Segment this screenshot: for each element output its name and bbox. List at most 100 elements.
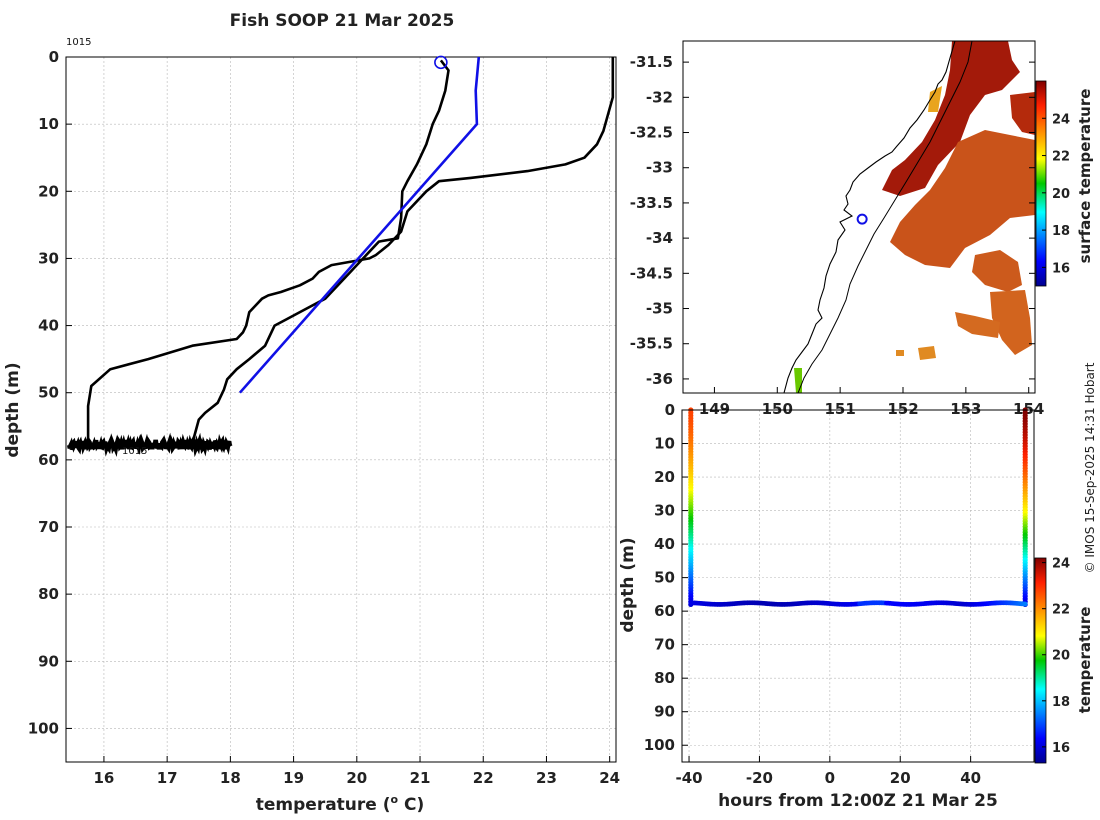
profile-y-tick-label: 10 [38,115,59,133]
section-x-tick-label: 40 [960,769,981,787]
section-colorbar-tick-label: 22 [1052,603,1070,618]
section-y-tick-label: 70 [654,636,675,654]
coastline [783,41,956,393]
fish-depth-trace [66,432,233,458]
profile-y-tick-label: 0 [49,48,59,66]
profile-y-tick-label: 90 [38,652,59,670]
profile-annotation-bottom: 1015 [122,446,147,457]
profile-annotation-top: 1015 [66,37,91,48]
section-colorbar [1034,557,1047,764]
map-colorbar [1035,80,1047,287]
map-colorbar-tick-label: 16 [1052,261,1070,276]
profile-position-marker [434,55,448,70]
map-y-tick-label: -34 [646,229,673,247]
map-panel: -31.5 -32 -32.5 -33 -33.5 -34 -34.5 -35 -35.5 -36… [630,40,1094,418]
map-y-tick-label: -32.5 [630,124,673,142]
map-y-tick-label: -31.5 [630,53,673,71]
profile-panel: Fish SOOP 21 Mar 2025 16 17 18 19 20 21 22 23 24… [3,11,620,815]
profile-y-tick-label: 60 [38,451,59,469]
profile-y-tick-label: 100 [28,719,59,737]
profile-x-tick-label: 17 [157,769,178,787]
map-colorbar-tick-label: 22 [1052,150,1070,165]
sst-warm-east [1010,92,1035,135]
profile-x-label: temperature (o C) [256,793,425,815]
section-y-tick-label: 80 [654,669,675,687]
section-panel: -40 -20 0 20 40 0 10 20 30 40 50 60 70 80 90 100 hours … [618,401,1094,811]
section-x-tick-label: 0 [825,769,835,787]
map-layers [783,41,1035,393]
profile-x-tick-label: 16 [93,769,114,787]
profile-warm-line [86,57,615,444]
shelf-contour [797,41,973,393]
sst-yellow-edge [928,86,942,112]
section-points [688,407,1028,608]
profile-x-tick-label: 19 [283,769,304,787]
section-colorbar-ticks: 16 18 20 22 24 [1042,557,1070,756]
map-colorbar-tick-label: 18 [1052,224,1070,239]
map-y-tick-label: -35 [646,300,673,318]
section-y-tick-label: 100 [644,736,675,754]
profile-x-tick-label: 20 [346,769,367,787]
section-y-tick-label: 50 [654,569,675,587]
profile-x-tick-label: 18 [220,769,241,787]
map-y-tick-label: -33.5 [630,194,673,212]
map-y-tick-label: -33 [646,159,673,177]
section-x-tick-label: 20 [890,769,911,787]
profile-x-tick-label: 22 [473,769,494,787]
map-y-tick-label: -35.5 [630,335,673,353]
sst-orange-patch [990,290,1032,355]
section-y-tick-label: 90 [654,703,675,721]
profile-grid [66,56,616,762]
map-colorbar-tick-label: 24 [1052,112,1070,127]
profile-y-tick-label: 20 [38,182,59,200]
section-colorbar-tick-label: 20 [1052,649,1070,664]
section-ticks: -40 -20 0 20 40 0 10 20 30 40 50 60 70 80 90 100 [644,401,981,787]
credit-text: © IMOS 15-Sep-2025 14:31 Hobart [1083,362,1097,573]
section-y-label: depth (m) [618,537,638,632]
map-x-tick-label: 150 [762,400,793,418]
profile-y-tick-label: 80 [38,585,59,603]
section-y-tick-label: 60 [654,602,675,620]
section-y-tick-label: 40 [654,535,675,553]
map-x-tick-label: 153 [950,400,981,418]
map-y-tick-label: -34.5 [630,264,673,282]
map-colorbar-ticks: 16 18 20 22 24 [1042,112,1070,276]
map-colorbar-tick-label: 20 [1052,187,1070,202]
profile-y-tick-label: 40 [38,317,59,335]
profile-blue-line [238,56,481,394]
map-x-tick-label: 154 [1013,400,1044,418]
section-y-tick-label: 20 [654,468,675,486]
section-y-tick-label: 10 [654,435,675,453]
map-x-tick-label: 149 [699,400,730,418]
profile-y-tick-label: 70 [38,518,59,536]
map-position-marker [856,213,868,225]
profile-y-tick-label: 50 [38,384,59,402]
profile-x-tick-label: 24 [599,769,620,787]
section-y-tick-label: 0 [665,401,675,419]
sst-orange-body [890,130,1035,268]
map-y-tick-label: -36 [646,370,673,388]
section-grid [682,409,1034,762]
profile-x-tick-label: 23 [536,769,557,787]
profile-frame [65,56,617,763]
map-frame [682,40,1036,394]
profile-x-tick-label: 21 [410,769,431,787]
section-y-tick-label: 30 [654,502,675,520]
profile-cool-line [191,59,450,444]
fish-depth-band [66,432,233,458]
profile-lines [86,56,615,444]
map-x-tick-label: 151 [824,400,855,418]
map-colorbar-label: surface temperature [1076,89,1094,264]
sst-orange-small [955,312,1000,338]
section-x-tick-label: -20 [746,769,773,787]
sst-orange-bits [896,346,936,360]
section-frame [681,409,1035,763]
profile-ticks: 16 17 18 19 20 21 22 23 24 0 10 20 30 40 50 60 70 80 90 100 [28,48,620,787]
map-y-tick-label: -32 [646,88,673,106]
map-x-tick-label: 152 [887,400,918,418]
profile-y-label: depth (m) [3,362,23,457]
profile-y-tick-label: 30 [38,249,59,267]
sst-orange-south [972,250,1022,292]
map-ticks: -31.5 -32 -32.5 -33 -33.5 -34 -34.5 -35 -35.5 -36… [630,53,1045,418]
